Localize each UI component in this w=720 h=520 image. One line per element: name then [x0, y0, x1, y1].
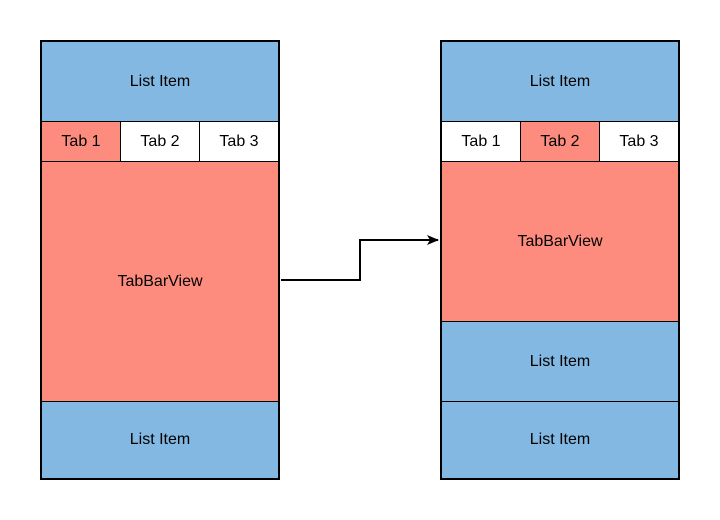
- arrow-connector-line: [281, 235, 439, 281]
- right-tab-bar: Tab 1 Tab 2 Tab 3: [442, 122, 678, 162]
- right-layout-frame: List Item Tab 1 Tab 2 Tab 3 TabBarView L…: [440, 40, 680, 480]
- left-tab-3[interactable]: Tab 3: [200, 122, 278, 161]
- left-tab-bar: Tab 1 Tab 2 Tab 3: [42, 122, 278, 162]
- right-tab-2[interactable]: Tab 2: [521, 122, 600, 161]
- left-bottom-list-item: List Item: [42, 402, 278, 478]
- right-top-list-item: List Item: [442, 42, 678, 122]
- right-tab-1[interactable]: Tab 1: [442, 122, 521, 161]
- right-list-item-2: List Item: [442, 402, 678, 478]
- left-tab-bar-view: TabBarView: [42, 162, 278, 402]
- right-tab-3[interactable]: Tab 3: [600, 122, 678, 161]
- left-layout-frame: List Item Tab 1 Tab 2 Tab 3 TabBarView L…: [40, 40, 280, 480]
- left-top-list-item: List Item: [42, 42, 278, 122]
- right-list-item-1: List Item: [442, 322, 678, 402]
- left-tab-2[interactable]: Tab 2: [121, 122, 200, 161]
- left-tab-1[interactable]: Tab 1: [42, 122, 121, 161]
- right-tab-bar-view: TabBarView: [442, 162, 678, 322]
